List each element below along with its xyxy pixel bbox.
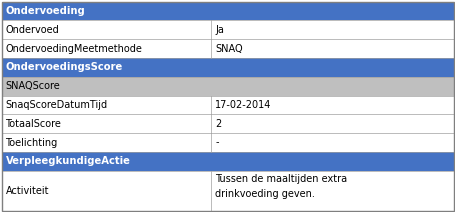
Bar bbox=[211, 39, 454, 58]
Text: TotaalScore: TotaalScore bbox=[5, 119, 61, 129]
Text: OndervoedingsScore: OndervoedingsScore bbox=[5, 62, 123, 72]
Text: Tussen de maaltijden extra
drinkvoeding geven.: Tussen de maaltijden extra drinkvoeding … bbox=[215, 174, 347, 199]
Bar bbox=[211, 133, 454, 152]
Text: Toelichting: Toelichting bbox=[5, 138, 58, 148]
Bar bbox=[1, 20, 211, 39]
Text: SnaqScoreDatumTijd: SnaqScoreDatumTijd bbox=[5, 100, 108, 110]
Bar bbox=[211, 96, 454, 114]
Bar bbox=[211, 114, 454, 133]
Bar bbox=[1, 114, 211, 133]
Bar bbox=[1, 77, 454, 96]
Bar bbox=[1, 1, 454, 20]
Text: Ondervoeding: Ondervoeding bbox=[5, 6, 85, 16]
Text: Ja: Ja bbox=[215, 25, 224, 35]
Bar bbox=[211, 20, 454, 39]
Bar bbox=[1, 96, 211, 114]
Text: -: - bbox=[215, 138, 218, 148]
Bar bbox=[1, 39, 211, 58]
Text: SNAQ: SNAQ bbox=[215, 43, 243, 53]
Text: Ondervoed: Ondervoed bbox=[5, 25, 59, 35]
Bar bbox=[1, 152, 454, 171]
Text: OndervoedingMeetmethode: OndervoedingMeetmethode bbox=[5, 43, 142, 53]
Text: 17-02-2014: 17-02-2014 bbox=[215, 100, 272, 110]
Text: SNAQScore: SNAQScore bbox=[5, 81, 60, 91]
Text: Activiteit: Activiteit bbox=[5, 186, 49, 196]
Bar bbox=[211, 171, 454, 211]
Text: 2: 2 bbox=[215, 119, 221, 129]
Text: VerpleegkundigeActie: VerpleegkundigeActie bbox=[5, 156, 131, 166]
Bar bbox=[1, 133, 211, 152]
Bar bbox=[1, 58, 454, 77]
Bar bbox=[1, 171, 211, 211]
